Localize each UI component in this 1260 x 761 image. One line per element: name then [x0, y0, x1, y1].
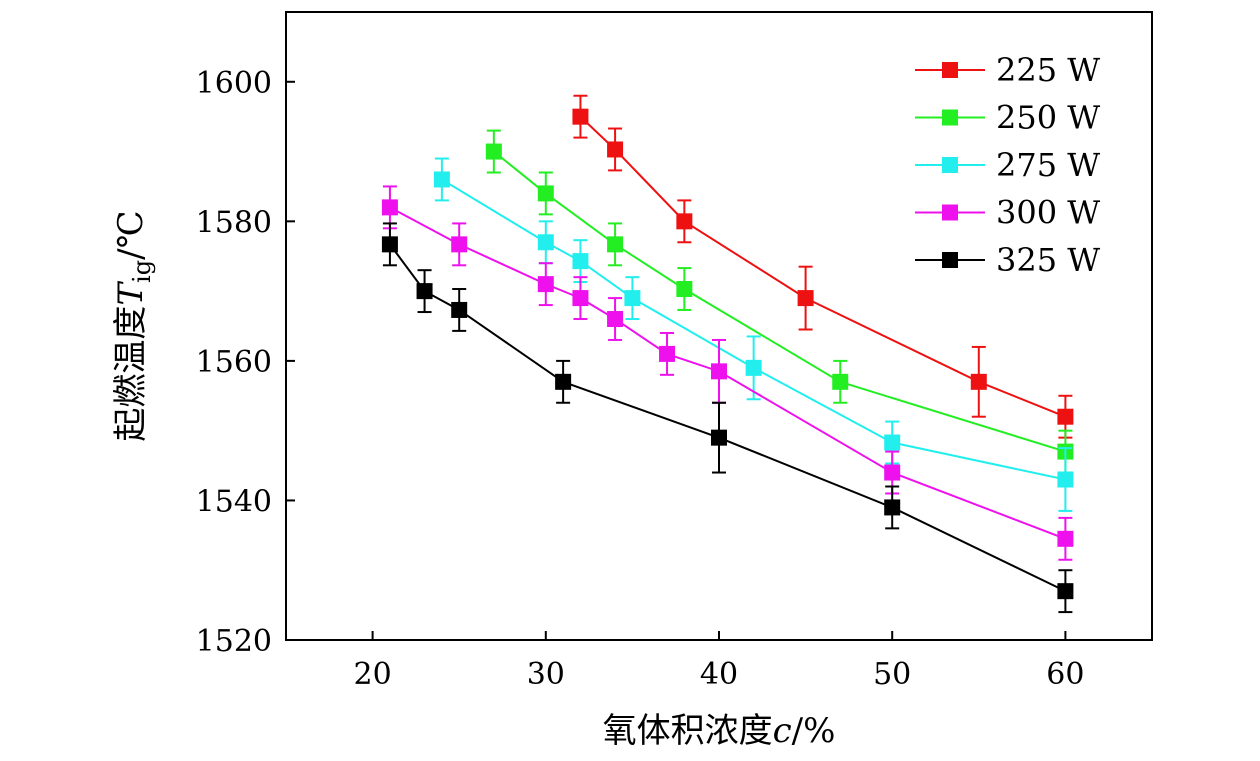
data-point [676, 213, 693, 230]
data-point [572, 290, 589, 307]
legend-label: 250 W [996, 99, 1100, 137]
legend: 225 W 250 W 275 W 300 W 325 W [915, 51, 1100, 279]
series-layer [381, 94, 1074, 614]
series-line [389, 206, 1066, 540]
x-tick-label: 20 [354, 657, 392, 692]
legend-item: 300 W [915, 194, 1100, 232]
data-point [537, 234, 554, 251]
legend-item: 225 W [915, 51, 1100, 89]
data-point [607, 236, 624, 253]
data-point [451, 301, 468, 318]
data-point [884, 464, 901, 481]
data-point [1057, 530, 1074, 547]
data-point [485, 143, 502, 160]
data-point [884, 434, 901, 451]
data-point [555, 373, 572, 390]
series-275-w [433, 157, 1074, 512]
data-point [711, 429, 727, 446]
legend-marker [942, 109, 958, 126]
legend-label: 325 W [996, 241, 1100, 279]
data-point [711, 363, 727, 380]
data-point [1057, 583, 1074, 600]
y-axis-title: 起燃温度Tig/℃ [111, 210, 156, 441]
data-point [745, 359, 762, 376]
data-point [537, 276, 554, 293]
y-tick-label: 1520 [196, 624, 272, 659]
legend-marker [942, 204, 958, 221]
series-line [493, 150, 1066, 453]
x-tick-label: 60 [1046, 657, 1084, 692]
legend-item: 275 W [915, 146, 1100, 184]
data-point [381, 199, 398, 216]
series-300-w [381, 185, 1074, 561]
x-tick-label: 40 [700, 657, 738, 692]
x-tick-label: 50 [873, 657, 911, 692]
data-point [832, 373, 849, 390]
data-point [607, 311, 624, 328]
y-tick-label: 1600 [196, 66, 272, 101]
data-point [607, 141, 624, 158]
legend-item: 250 W [915, 99, 1100, 137]
data-point [433, 171, 450, 188]
y-tick-label: 1540 [196, 484, 272, 519]
data-point [624, 290, 641, 307]
y-tick-label: 1560 [196, 345, 272, 380]
legend-label: 225 W [996, 51, 1100, 89]
legend-label: 275 W [996, 146, 1100, 184]
series-line [389, 243, 1066, 593]
legend-marker [942, 62, 958, 78]
data-point [416, 283, 433, 300]
axis-ticks: 20 30 40 50 60 1520 1540 1560 1580 1600 [196, 66, 1085, 692]
x-axis-title: 氧体积浓度c/% [603, 711, 836, 751]
series-225-w [572, 94, 1074, 439]
data-point [451, 236, 468, 253]
data-point [1057, 471, 1074, 488]
data-point [797, 290, 814, 307]
data-point [537, 185, 554, 202]
data-point [572, 108, 589, 125]
data-point [1057, 408, 1074, 425]
legend-item: 325 W [915, 241, 1100, 279]
data-point [884, 499, 901, 516]
legend-marker [942, 157, 958, 173]
series-325-w [381, 222, 1074, 614]
data-point [572, 253, 589, 270]
x-tick-label: 30 [527, 657, 565, 692]
data-point [659, 345, 676, 362]
legend-label: 300 W [996, 194, 1100, 232]
data-point [970, 373, 987, 390]
data-point [676, 281, 693, 298]
legend-marker [942, 252, 958, 268]
y-tick-label: 1580 [196, 205, 272, 240]
data-point [381, 236, 398, 253]
